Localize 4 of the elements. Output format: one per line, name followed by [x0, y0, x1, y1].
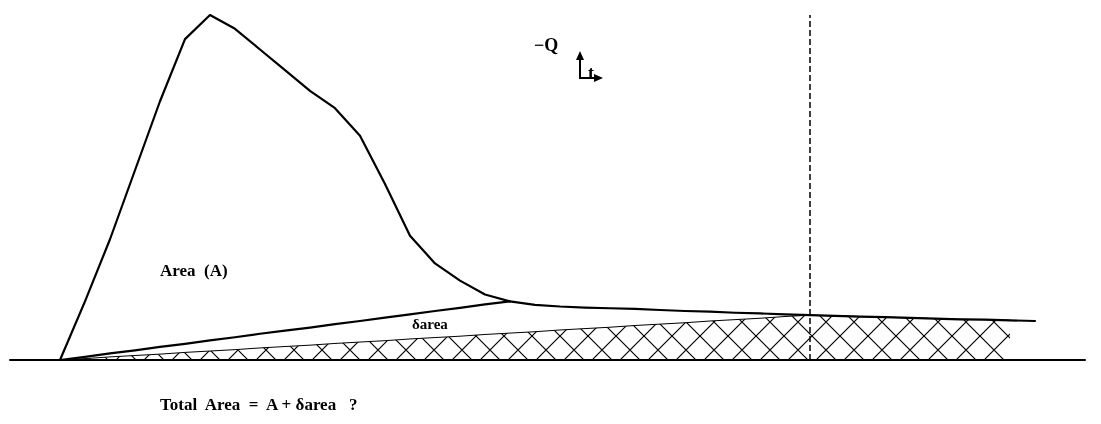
annotation: δarea: [412, 315, 449, 332]
text: Total Area = A + δarea ?: [160, 395, 358, 414]
annotation: −Q: [534, 35, 559, 55]
annotation: Area (A): [160, 261, 228, 280]
